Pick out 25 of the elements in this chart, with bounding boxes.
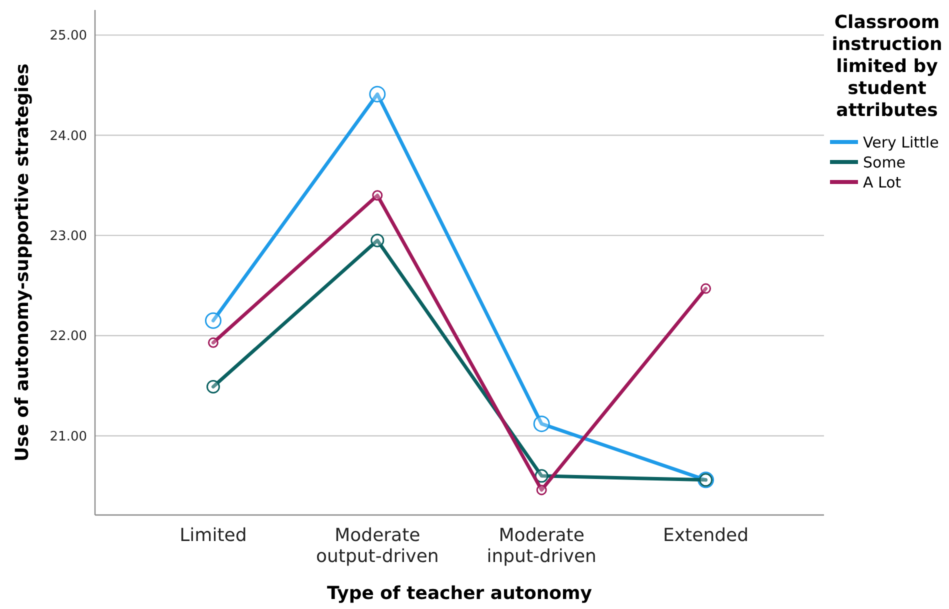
point [370,234,384,248]
x-tick-label: Limited [180,525,247,546]
x-tick-label: Moderate output-driven [316,525,439,567]
x-tick-label: Moderate input-driven [486,525,596,567]
y-tick-label: 21.00 [50,429,87,444]
legend-label: Very Little [863,133,939,152]
y-tick-label: 25.00 [50,28,87,44]
y-tick-label: 24.00 [50,128,87,144]
point [534,469,548,483]
point [204,312,222,329]
legend-label: Some [863,153,906,172]
point [206,380,220,394]
point [369,86,386,102]
point [536,484,547,496]
x-axis-title: Type of teacher autonomy [326,583,592,604]
point [208,337,218,348]
y-tick-label: 22.00 [50,329,87,344]
point [700,283,712,294]
point [533,416,550,432]
y-tick-label: 23.00 [50,228,87,244]
x-tick-label: Extended [663,525,749,546]
y-axis-title: Use of autonomy-supportive strategies [12,64,33,462]
legend-label: A Lot [863,173,902,192]
legend-title: Classroom instruction limited by student attributes [832,12,942,121]
point [372,190,383,201]
